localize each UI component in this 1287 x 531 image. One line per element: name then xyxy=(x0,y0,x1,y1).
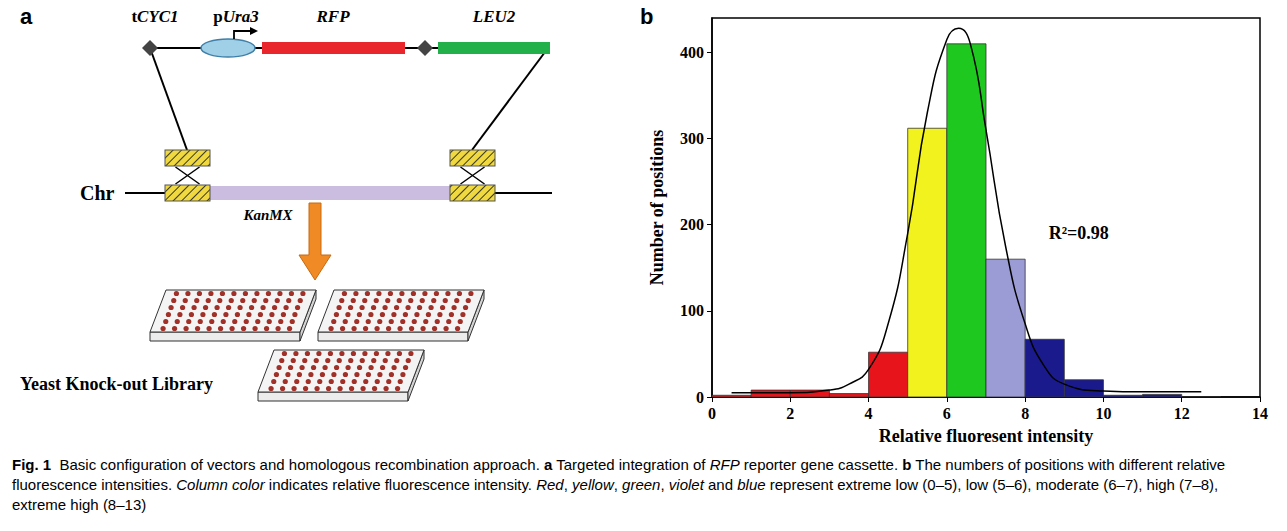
svg-text:300: 300 xyxy=(680,130,704,147)
svg-text:14: 14 xyxy=(1252,405,1268,422)
svg-text:a: a xyxy=(20,4,33,29)
svg-text:Yeast Knock-out Library: Yeast Knock-out Library xyxy=(20,374,213,394)
svg-text:400: 400 xyxy=(680,44,704,61)
svg-text:0: 0 xyxy=(708,405,716,422)
html-text:Fig. 1 Basic configuration of: Fig. 1 Basic configuration of vectors an… xyxy=(12,456,1230,513)
svg-text:KanMX: KanMX xyxy=(242,207,293,223)
svg-text:10: 10 xyxy=(1095,405,1111,422)
svg-text:8: 8 xyxy=(1021,405,1029,422)
svg-text:200: 200 xyxy=(680,216,704,233)
html-text:b: b xyxy=(640,4,654,29)
svg-text:Number of positions: Number of positions xyxy=(647,130,667,286)
svg-text:RFP: RFP xyxy=(315,7,350,26)
svg-text:LEU2: LEU2 xyxy=(472,7,516,26)
svg-text:0: 0 xyxy=(696,389,704,406)
svg-text:Chr: Chr xyxy=(80,182,115,204)
svg-text:tCYC1: tCYC1 xyxy=(131,7,178,26)
svg-text:4: 4 xyxy=(865,405,873,422)
svg-text:12: 12 xyxy=(1174,405,1190,422)
svg-text:100: 100 xyxy=(680,302,704,319)
svg-text:2: 2 xyxy=(786,405,794,422)
svg-text:pUra3: pUra3 xyxy=(213,7,259,26)
svg-text:Relative fluoresent intensity: Relative fluoresent intensity xyxy=(879,426,1094,446)
svg-text:R²=0.98: R²=0.98 xyxy=(1049,223,1109,243)
svg-text:6: 6 xyxy=(943,405,951,422)
